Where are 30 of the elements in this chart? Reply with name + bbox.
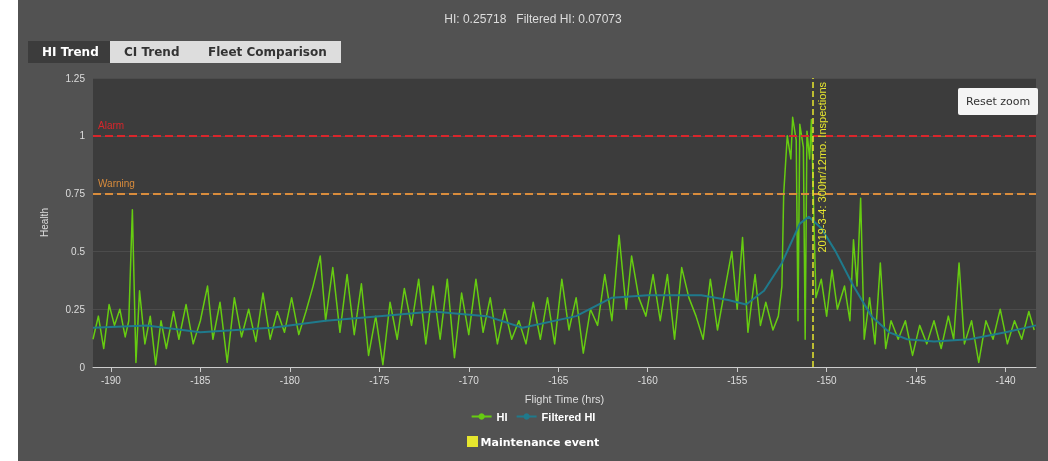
y-tick-label: 0.25 — [65, 303, 86, 315]
x-tick-label: -160 — [637, 374, 659, 386]
text: HI Trend — [28, 41, 113, 63]
annotation: 2019-3-4: 300hr/12mo. Inspections — [815, 81, 828, 253]
x-tick-label: -140 — [995, 374, 1017, 386]
x-tick-label: -155 — [727, 374, 748, 386]
x-tick-label: -150 — [816, 374, 838, 386]
ref-line-label: Warning — [98, 178, 135, 190]
annotation: Reset zoom — [958, 88, 1039, 115]
text: Fleet Comparison — [194, 41, 341, 63]
y-tick-label: 1.25 — [65, 72, 86, 84]
text: Maintenance event — [479, 436, 601, 449]
y-tick-label: 0 — [79, 361, 86, 373]
chart-title: HI: 0.25718 Filtered HI: 0.07073 — [444, 12, 623, 26]
x-axis-title: Flight Time (hrs) — [524, 392, 605, 405]
text: CI Trend — [110, 41, 194, 63]
legend-label: Filtered HI — [541, 410, 596, 423]
ref-line-label: Alarm — [98, 120, 125, 132]
y-tick-label: 0.5 — [71, 245, 86, 257]
x-tick-label: -145 — [906, 374, 927, 386]
y-tick-label: 1 — [79, 130, 86, 142]
y-tick-label: 0.75 — [65, 188, 86, 200]
x-tick-label: -175 — [369, 374, 390, 386]
legend-label: HI — [496, 410, 508, 423]
x-tick-label: -190 — [100, 374, 122, 386]
x-tick-label: -185 — [190, 374, 211, 386]
x-tick-label: -170 — [458, 374, 480, 386]
x-tick-label: -180 — [279, 374, 301, 386]
x-tick-label: -165 — [548, 374, 569, 386]
y-axis-title: Health — [38, 208, 50, 237]
